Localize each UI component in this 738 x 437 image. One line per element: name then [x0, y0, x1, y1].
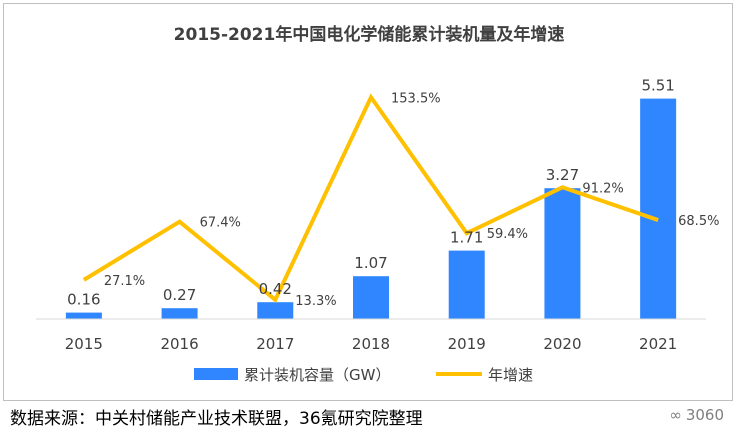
x-tick-2016: 2016: [160, 335, 198, 353]
bar-2017: [257, 302, 294, 319]
bar-2015: [65, 312, 102, 319]
growth-label-2020: 91.2%: [582, 181, 623, 196]
x-tick-2020: 2020: [543, 335, 581, 353]
growth-label-2018: 153.5%: [391, 91, 441, 106]
legend-swatch-bar: [194, 368, 238, 380]
data-source-note: 数据来源：中关村储能产业技术联盟，36氪研究院整理: [10, 409, 423, 429]
bar-2020: [544, 188, 581, 319]
chart-frame: 2015-2021年中国电化学储能累计装机量及年增速 0.16 0.27 0.42 1.…: [3, 3, 733, 401]
growth-label-2016: 67.4%: [200, 216, 241, 231]
x-tick-2021: 2021: [639, 335, 677, 353]
growth-label-2019: 59.4%: [487, 227, 528, 242]
bar-label-2019: 1.71: [450, 229, 483, 247]
bar-label-2017: 0.42: [259, 280, 292, 298]
bar-2016: [161, 308, 198, 319]
watermark: ∞ 3060: [669, 406, 724, 424]
wechat-icon: ∞: [669, 406, 682, 424]
growth-label-2021: 68.5%: [678, 214, 719, 229]
legend-label-line: 年增速: [488, 366, 533, 384]
bar-2019: [448, 250, 485, 319]
bar-2018: [353, 276, 389, 319]
growth-label-2017: 13.3%: [295, 294, 336, 309]
legend-label-bar: 累计装机容量（GW）: [244, 366, 390, 384]
bar-label-2016: 0.27: [163, 286, 196, 304]
bar-label-2018: 1.07: [354, 254, 387, 272]
bar-label-2020: 3.27: [546, 166, 579, 184]
x-tick-2017: 2017: [256, 335, 294, 353]
x-tick-2019: 2019: [448, 335, 486, 353]
bar-label-2021: 5.51: [641, 77, 674, 95]
bar-2021: [640, 98, 677, 319]
bar-label-2015: 0.16: [67, 291, 100, 309]
chart-svg: 2015-2021年中国电化学储能累计装机量及年增速 0.16 0.27 0.42 1.…: [36, 24, 719, 384]
x-tick-2018: 2018: [352, 335, 390, 353]
growth-line: [82, 93, 659, 303]
x-tick-2015: 2015: [65, 335, 103, 353]
chart-title: 2015-2021年中国电化学储能累计装机量及年增速: [174, 24, 565, 45]
growth-label-2015: 27.1%: [104, 274, 145, 289]
watermark-text: 3060: [685, 406, 724, 424]
